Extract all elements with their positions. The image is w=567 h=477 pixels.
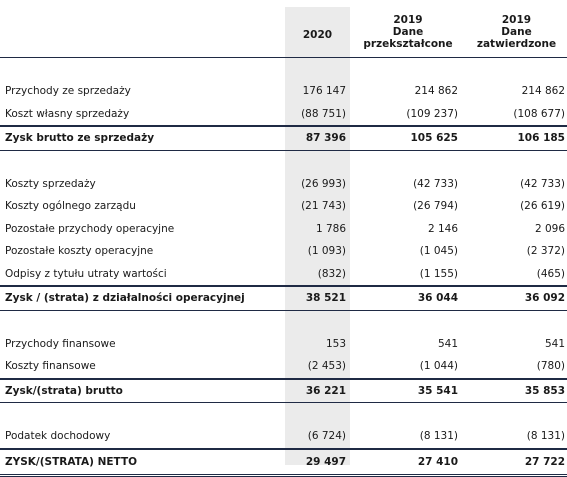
value-2019-approved: 36 092 <box>466 285 567 311</box>
value-2019-restated: (1 044) <box>419 360 458 373</box>
income-statement-table: 2020 2019 Dane przekształcone 2019 Dane … <box>0 7 567 477</box>
value-2019-restated: (26 794) <box>413 200 458 213</box>
table-row: Przychody finansowe 153 541 541 <box>0 333 567 356</box>
row-label: Zysk / (strata) z działalności operacyjn… <box>0 285 285 311</box>
value-2019-restated: 214 862 <box>414 85 458 98</box>
header-2019-restated: 2019 Dane przekształcone <box>363 14 453 50</box>
value-2020: (832) <box>317 267 346 280</box>
value-2019-restated: (109 237) <box>406 107 458 120</box>
table-row: Odpisy z tytułu utraty wartości (832) (1… <box>0 263 567 287</box>
value-2019-approved: (2 372) <box>526 245 565 258</box>
value-2019-restated: 2 146 <box>427 222 458 235</box>
row-label: ZYSK/(STRATA) NETTO <box>0 447 285 477</box>
subtotal-row: Zysk / (strata) z działalności operacyjn… <box>0 285 567 311</box>
value-2019-approved: 27 722 <box>466 447 567 477</box>
value-2020: 153 <box>325 337 346 350</box>
value-2020: (21 743) <box>301 200 346 213</box>
value-2019-restated: 541 <box>437 337 458 350</box>
value-2020: 176 147 <box>302 85 346 98</box>
header-2019-approved: 2019 Dane zatwierdzone <box>476 14 557 50</box>
value-2019-restated: 27 410 <box>356 447 460 477</box>
row-label: Przychody finansowe <box>5 337 116 350</box>
value-2019-restated: 36 044 <box>356 285 460 311</box>
value-2020: (1 093) <box>307 245 346 258</box>
row-label: Koszty sprzedaży <box>5 177 96 190</box>
value-2019-approved: (780) <box>536 360 565 373</box>
row-label: Przychody ze sprzedaży <box>5 85 131 98</box>
table-row: Koszty finansowe (2 453) (1 044) (780) <box>0 355 567 379</box>
net-result-row: ZYSK/(STRATA) NETTO 29 497 27 410 27 722 <box>0 447 567 477</box>
table-row: Przychody ze sprzedaży 176 147 214 862 2… <box>0 80 567 103</box>
value-2020: 29 497 <box>285 447 350 477</box>
table-row: Koszty sprzedaży (26 993) (42 733) (42 7… <box>0 173 567 196</box>
value-2019-approved: (26 619) <box>520 200 565 213</box>
table-row: Koszty ogólnego zarządu (21 743) (26 794… <box>0 195 567 218</box>
value-2019-approved: 541 <box>544 337 565 350</box>
value-2019-approved: 106 185 <box>466 125 567 151</box>
value-2020: (6 724) <box>307 430 346 443</box>
row-label: Odpisy z tytułu utraty wartości <box>5 267 167 280</box>
table-row: Pozostałe przychody operacyjne 1 786 2 1… <box>0 218 567 241</box>
row-label: Podatek dochodowy <box>5 430 111 443</box>
value-2019-approved: (465) <box>536 267 565 280</box>
value-2019-restated: (42 733) <box>413 177 458 190</box>
value-2020: 38 521 <box>285 285 350 311</box>
header-label-cell <box>0 7 285 57</box>
value-2019-approved: 35 853 <box>466 377 567 403</box>
subtotal-row: Zysk brutto ze sprzedaży 87 396 105 625 … <box>0 125 567 151</box>
value-2019-approved: 214 862 <box>521 85 565 98</box>
value-2020: 87 396 <box>285 125 350 151</box>
row-label: Koszty finansowe <box>5 360 96 373</box>
value-2019-approved: (42 733) <box>520 177 565 190</box>
value-2020: (88 751) <box>301 107 346 120</box>
row-label: Pozostałe koszty operacyjne <box>5 245 154 258</box>
value-2019-restated: 35 541 <box>356 377 460 403</box>
value-2020: 36 221 <box>285 377 350 403</box>
value-2019-approved: (8 131) <box>526 430 565 443</box>
header-2020: 2020 <box>302 29 333 41</box>
table-row: Podatek dochodowy (6 724) (8 131) (8 131… <box>0 425 567 449</box>
table-row: Pozostałe koszty operacyjne (1 093) (1 0… <box>0 240 567 263</box>
value-2020: (26 993) <box>301 177 346 190</box>
value-2019-restated: (8 131) <box>419 430 458 443</box>
value-2019-approved: 2 096 <box>534 222 565 235</box>
header-row: 2020 2019 Dane przekształcone 2019 Dane … <box>0 7 567 57</box>
subtotal-row: Zysk/(strata) brutto 36 221 35 541 35 85… <box>0 377 567 403</box>
value-2019-approved: (108 677) <box>513 107 565 120</box>
value-2019-restated: (1 045) <box>419 245 458 258</box>
value-2020: (2 453) <box>307 360 346 373</box>
value-2019-restated: (1 155) <box>419 267 458 280</box>
value-2019-restated: 105 625 <box>356 125 460 151</box>
row-label: Zysk brutto ze sprzedaży <box>0 125 285 151</box>
row-label: Koszty ogólnego zarządu <box>5 200 136 213</box>
row-label: Zysk/(strata) brutto <box>0 377 285 403</box>
row-label: Koszt własny sprzedaży <box>5 107 130 120</box>
value-2020: 1 786 <box>315 222 346 235</box>
row-label: Pozostałe przychody operacyjne <box>5 222 175 235</box>
table-row: Koszt własny sprzedaży (88 751) (109 237… <box>0 103 567 127</box>
